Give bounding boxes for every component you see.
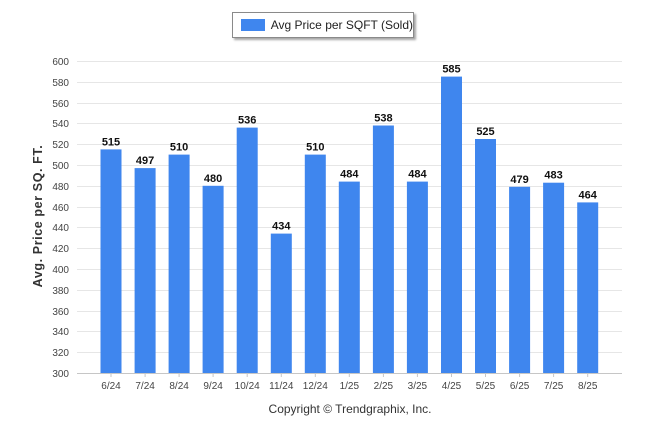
y-tick-label: 420 [52, 244, 69, 255]
bar [441, 76, 462, 373]
x-tick-label: 6/24 [101, 381, 121, 392]
data-label: 434 [272, 221, 291, 233]
legend: Avg Price per SQFT (Sold) [232, 12, 414, 38]
y-tick-label: 360 [52, 307, 69, 318]
y-tick-label: 460 [52, 203, 69, 214]
data-label: 497 [136, 155, 154, 167]
legend-label: Avg Price per SQFT (Sold) [270, 18, 413, 32]
bar [270, 233, 292, 373]
y-tick-label: 320 [52, 348, 69, 359]
y-tick-label: 540 [52, 119, 69, 130]
x-tick-label: 10/24 [235, 381, 260, 392]
x-tick-label: 3/25 [408, 381, 428, 392]
x-tick-label: 7/25 [544, 381, 564, 392]
bar [338, 181, 360, 373]
data-label: 510 [170, 142, 188, 154]
y-tick-label: 560 [52, 99, 69, 110]
bar [100, 149, 122, 373]
bar [509, 186, 531, 373]
data-label: 483 [544, 170, 562, 182]
y-tick-label: 440 [52, 223, 69, 234]
y-tick-label: 380 [52, 286, 69, 297]
data-label: 538 [374, 113, 392, 125]
bar [236, 127, 258, 373]
x-tick-label: 5/25 [476, 381, 496, 392]
bar [577, 202, 599, 373]
bar [134, 168, 156, 373]
bar [304, 154, 326, 373]
y-tick-label: 580 [52, 78, 69, 89]
data-label: 585 [442, 64, 460, 76]
data-label: 484 [340, 169, 359, 181]
y-tick-label: 500 [52, 161, 69, 172]
data-label: 464 [579, 189, 598, 201]
x-tick-label: 11/24 [269, 381, 294, 392]
bar [406, 181, 428, 373]
data-label: 536 [238, 115, 256, 127]
bar [168, 154, 190, 373]
y-tick-label: 480 [52, 182, 69, 193]
y-tick-label: 300 [52, 369, 69, 380]
data-label: 484 [408, 169, 427, 181]
x-tick-label: 12/24 [303, 381, 328, 392]
x-tick-label: 6/25 [510, 381, 530, 392]
data-label: 480 [204, 173, 222, 185]
x-tick-label: 4/25 [442, 381, 462, 392]
bar [372, 125, 394, 373]
x-tick-label: 7/24 [135, 381, 155, 392]
bar [475, 139, 496, 373]
data-label: 515 [102, 136, 120, 148]
x-tick-label: 9/24 [203, 381, 223, 392]
x-tick-label: 1/25 [340, 381, 360, 392]
x-tick-label: 8/24 [169, 381, 189, 392]
data-label: 479 [510, 174, 528, 186]
y-tick-label: 600 [52, 57, 69, 68]
legend-swatch [241, 19, 265, 31]
x-tick-label: 2/25 [374, 381, 394, 392]
bar [202, 185, 224, 373]
bar [543, 182, 565, 373]
y-tick-label: 520 [52, 140, 69, 151]
y-tick-label: 340 [52, 327, 69, 338]
copyright-text: Copyright © Trendgraphix, Inc. [268, 402, 432, 416]
data-label: 510 [306, 142, 324, 154]
data-label: 525 [476, 126, 494, 138]
x-tick-label: 8/25 [578, 381, 598, 392]
y-tick-label: 400 [52, 265, 69, 276]
